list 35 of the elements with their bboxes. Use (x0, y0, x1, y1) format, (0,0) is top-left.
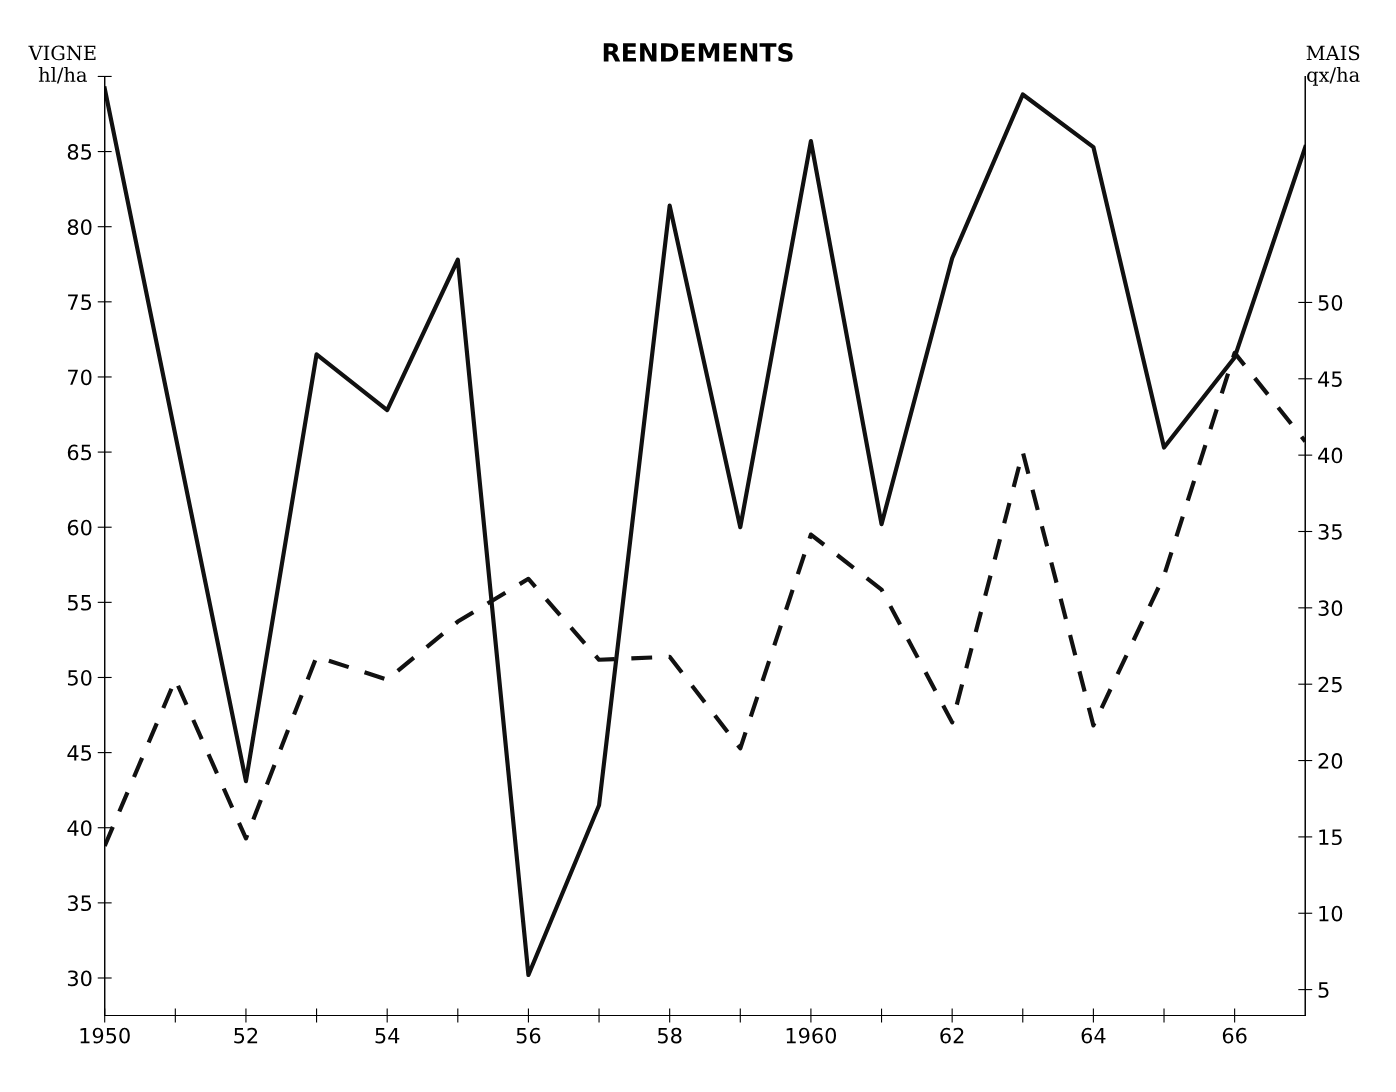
y2-tick-label: 45 (1318, 371, 1342, 387)
y-tick-label: 80 (67, 219, 92, 235)
y2-tick-label: 5 (1318, 982, 1329, 998)
y-tick-label: 65 (67, 444, 92, 461)
y-tick-label: 85 (67, 144, 92, 160)
y-tick-label: 75 (68, 294, 92, 311)
x-tick-label: 66 (1222, 1027, 1247, 1044)
y2-axis-title: MAIS qx/ha (1306, 45, 1360, 86)
y-tick-label: 35 (67, 895, 92, 912)
chart-title: RENDEMENTS (603, 42, 793, 62)
y2-tick-label: 35 (1318, 523, 1342, 540)
y-tick-label: 50 (67, 669, 92, 686)
y2-tick-label: 25 (1318, 676, 1342, 693)
x-tick-label: 58 (658, 1027, 682, 1044)
x-tick-label: 64 (1081, 1027, 1106, 1044)
x-tick-label: 62 (940, 1027, 964, 1044)
y2-tick-label: 40 (1318, 447, 1343, 464)
y-tick-label: 55 (67, 595, 92, 611)
y2-tick-label: 50 (1318, 294, 1343, 311)
y-tick-label: 45 (67, 745, 92, 761)
y2-tick-label: 10 (1319, 905, 1343, 922)
y-tick-label: 40 (67, 820, 92, 836)
y2-tick-label: 15 (1319, 829, 1342, 846)
line-series (104, 86, 1306, 978)
y-tick-label: 30 (67, 970, 92, 987)
y-tick-label: 70 (68, 369, 92, 386)
x-tick-label: 56 (516, 1027, 541, 1044)
x-tick-label: 52 (234, 1027, 258, 1044)
y2-tick-label: 30 (1318, 600, 1343, 617)
y2-tick-label: 20 (1318, 753, 1343, 769)
x-tick-label: 1960 (786, 1027, 837, 1044)
x-tick-label: 1950 (80, 1027, 130, 1044)
y-tick-label: 60 (67, 519, 92, 536)
x-tick-label: 54 (375, 1028, 400, 1044)
y-axis-title: VIGNE hl/ha (28, 45, 96, 84)
